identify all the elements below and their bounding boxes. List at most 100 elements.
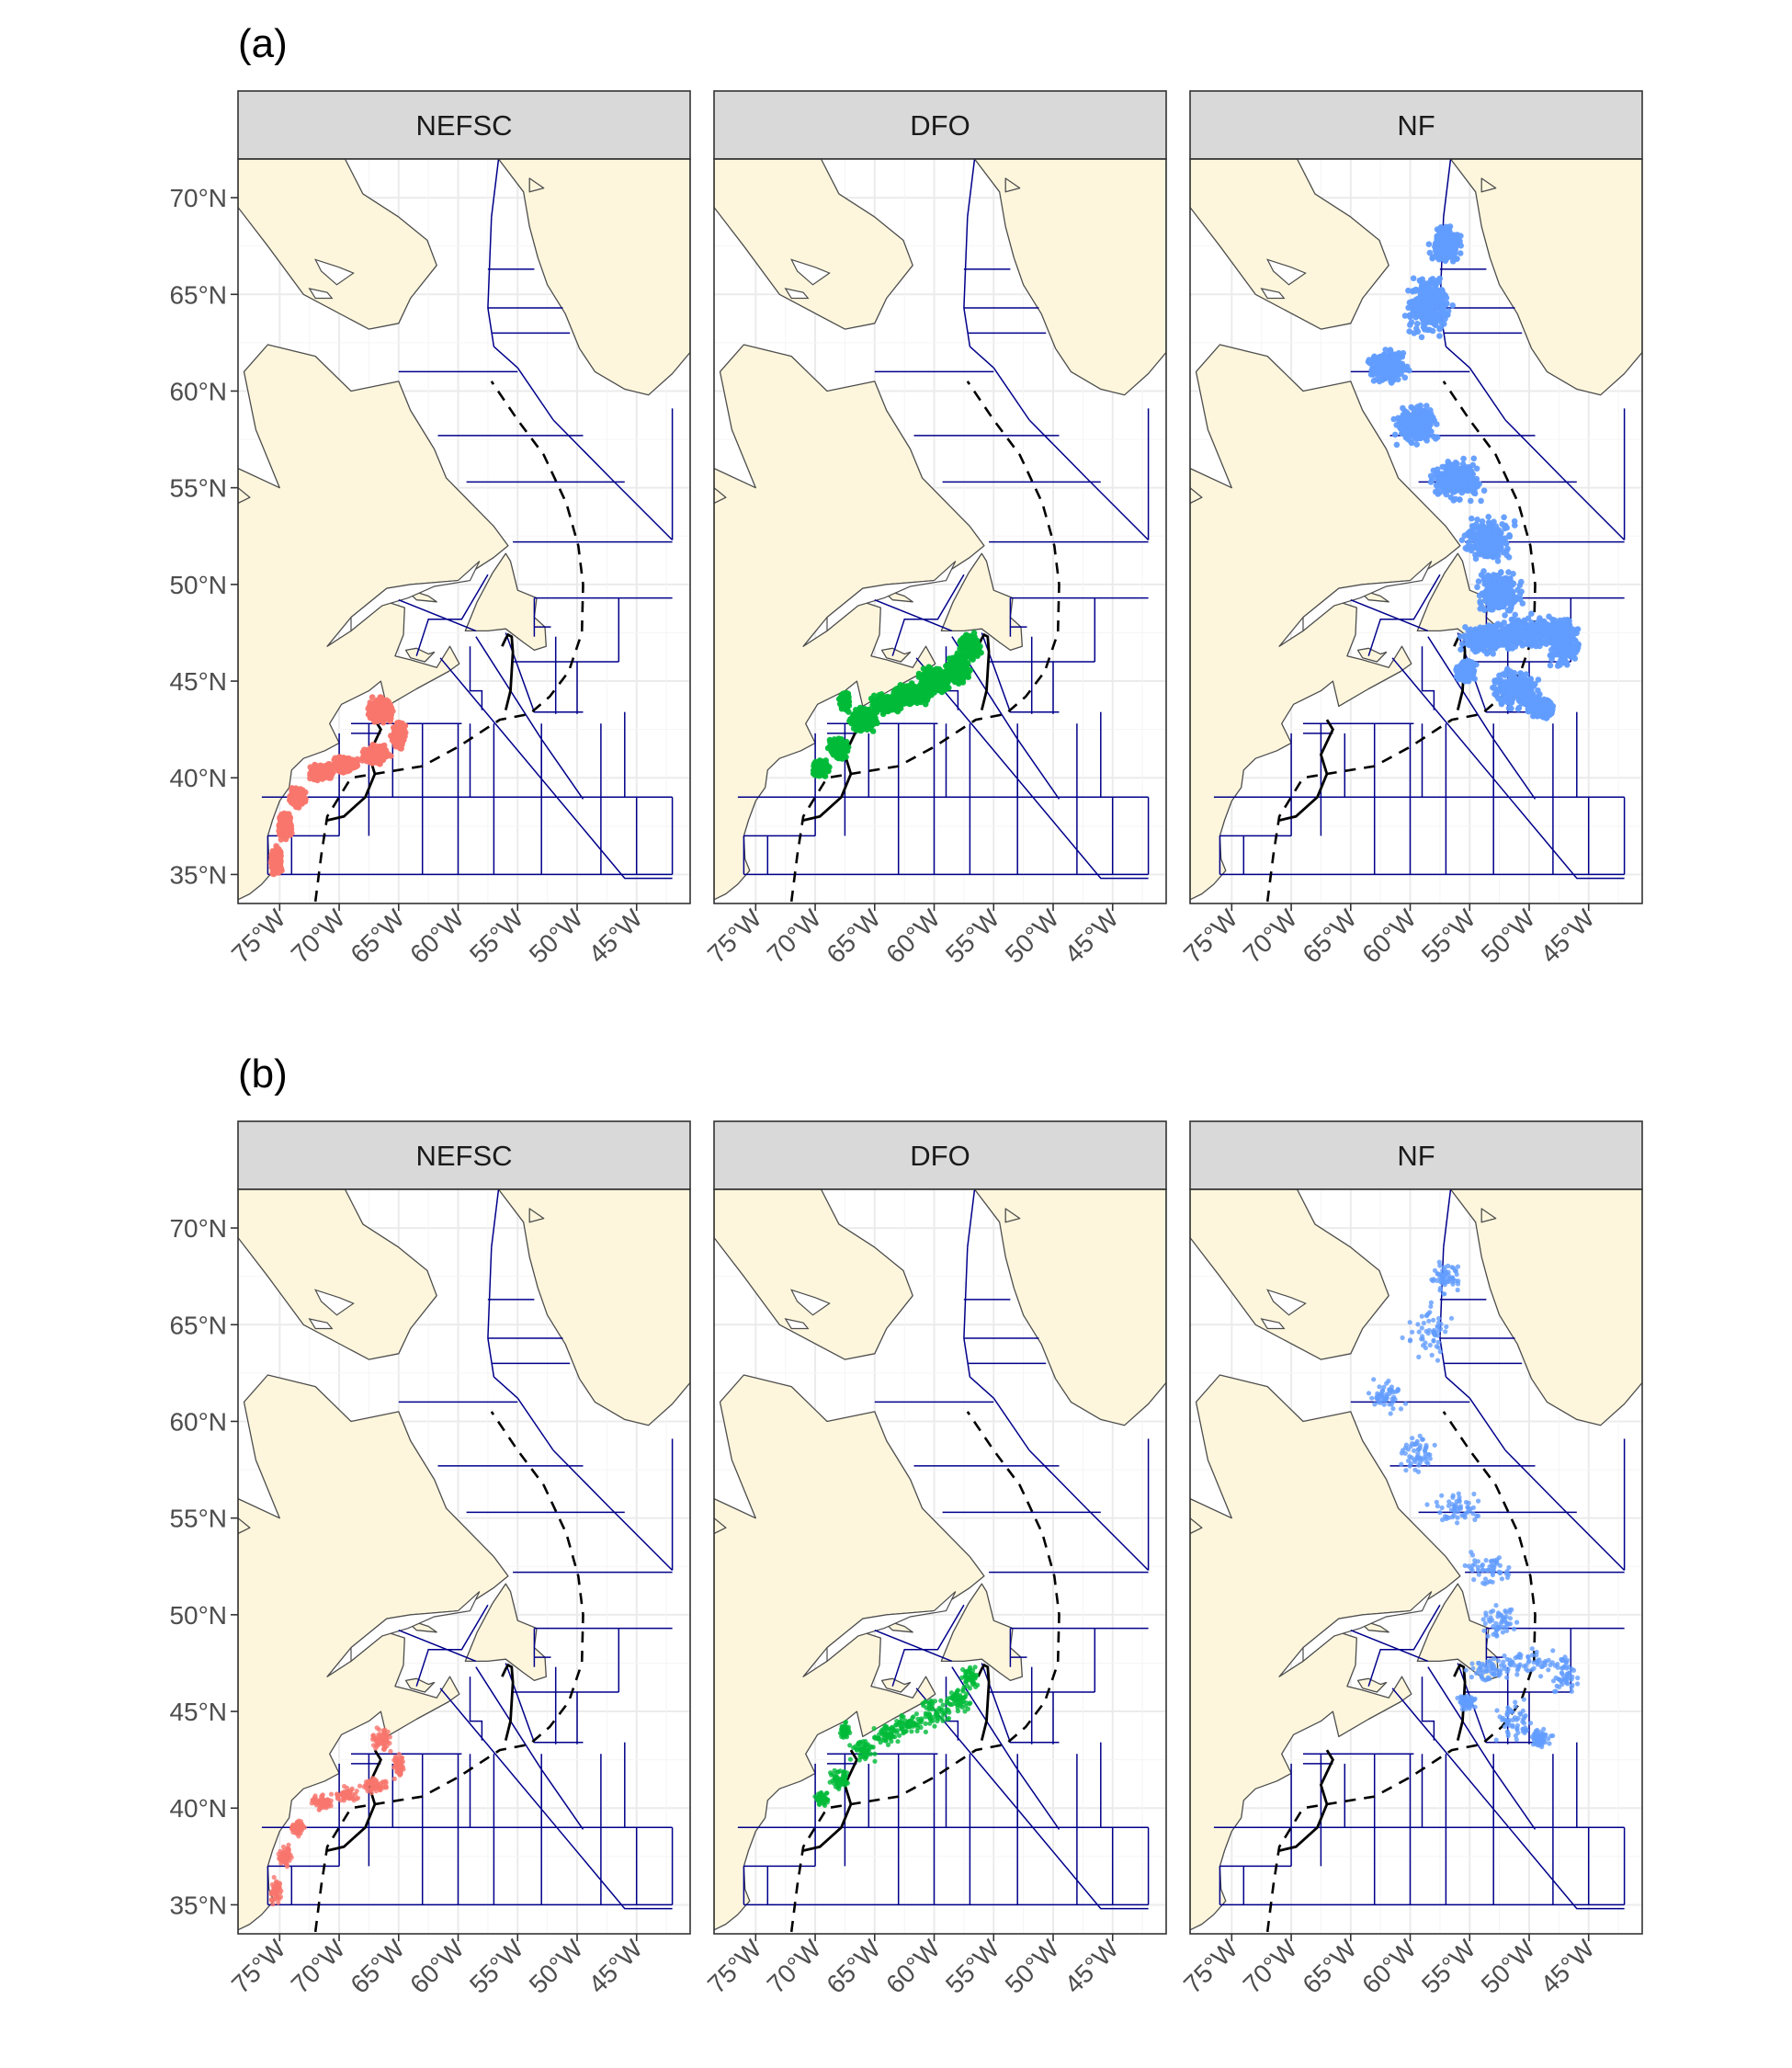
land: [1190, 159, 1642, 903]
facet-strip-title: DFO: [910, 109, 970, 142]
survey-point: [370, 716, 378, 723]
nafo-boundary-line: [981, 632, 1060, 713]
nafo-boundary-line: [491, 159, 500, 218]
survey-point: [1405, 287, 1412, 294]
longitude-axis: 75°W70°W65°W60°W55°W50°W45°W: [226, 903, 648, 969]
stock-boundary-line: [326, 719, 382, 822]
panel-label: (a): [238, 21, 288, 66]
map-content: [1190, 159, 1642, 903]
survey-point: [898, 688, 905, 696]
survey-point: [1410, 275, 1417, 282]
lat-tick-label: 50°N: [169, 571, 227, 599]
survey-points-nefsc: [267, 694, 409, 878]
landmass-greenland: [497, 159, 690, 396]
survey-point: [380, 743, 386, 750]
survey-point: [978, 649, 984, 656]
survey-point: [388, 753, 394, 759]
survey-point: [1420, 282, 1426, 290]
survey-point: [1401, 312, 1409, 319]
survey-point: [970, 656, 976, 663]
water-nettilling: [1266, 258, 1307, 286]
eez-dashed-line: [1265, 381, 1537, 903]
survey-point: [834, 747, 842, 755]
survey-point: [279, 817, 287, 824]
landmass-coats: [185, 333, 216, 347]
survey-point: [1414, 312, 1421, 320]
facet-nefsc: NEFSC70°N65°N60°N55°N50°N45°N40°N35°N75°…: [169, 90, 691, 969]
survey-point: [967, 636, 974, 642]
lat-tick-label: 35°N: [169, 860, 227, 889]
survey-point: [378, 755, 385, 762]
survey-point: [863, 707, 869, 713]
nafo-boundary-line: [1421, 646, 1435, 710]
survey-point: [946, 655, 953, 662]
landmass-greenland: [1449, 159, 1642, 396]
nafo-boundary-line: [1561, 477, 1626, 541]
survey-point: [330, 768, 336, 776]
survey-point: [278, 811, 285, 818]
figure-row-a: (a)NEFSC70°N65°N60°N55°N50°N45°N40°N35°N…: [169, 21, 1643, 969]
survey-point: [307, 764, 314, 770]
survey-point: [854, 714, 860, 722]
survey-point: [908, 683, 915, 689]
lon-tick-label: 55°W: [464, 903, 529, 969]
survey-point: [861, 719, 868, 726]
nafo-boundary-line: [992, 367, 1030, 421]
survey-point: [950, 669, 957, 676]
nafo-boundary-line: [1391, 657, 1625, 880]
nafo-boundary-line: [609, 477, 674, 541]
survey-point: [285, 812, 292, 820]
facet-strip-title: NF: [1397, 109, 1435, 142]
landmass-pei: [880, 647, 912, 663]
nafo-boundary-line: [963, 217, 969, 309]
survey-point: [961, 665, 968, 671]
survey-point: [906, 696, 913, 702]
lon-tick-label: 60°W: [880, 903, 946, 969]
nafo-boundary-line: [505, 632, 584, 713]
nafo-boundary-line: [398, 599, 477, 632]
nafo-boundary-line: [1504, 419, 1563, 479]
nafo-boundary-line: [1085, 477, 1150, 541]
survey-point: [958, 637, 964, 644]
survey-point: [894, 704, 902, 710]
survey-point: [970, 650, 977, 657]
lon-tick-label: 70°W: [286, 903, 351, 969]
survey-point: [1420, 324, 1427, 331]
nafo-boundary-line: [552, 419, 611, 479]
water-nettilling: [790, 258, 831, 286]
survey-point: [396, 734, 403, 742]
lon-tick-label: 45°W: [1059, 903, 1124, 969]
lon-tick-label: 50°W: [1000, 903, 1065, 969]
facet-strip-title: NEFSC: [415, 109, 512, 142]
survey-point: [1449, 302, 1456, 309]
lat-tick-label: 70°N: [169, 184, 227, 212]
lon-tick-label: 70°W: [762, 903, 827, 969]
survey-point: [919, 676, 925, 683]
survey-point: [826, 764, 833, 770]
survey-point: [1414, 320, 1421, 327]
survey-point: [1427, 280, 1434, 288]
lon-tick-label: 60°W: [404, 903, 470, 969]
survey-point: [896, 697, 902, 703]
survey-point: [381, 704, 389, 711]
survey-point: [374, 697, 380, 704]
survey-point: [939, 687, 946, 693]
nafo-divisions: [737, 159, 1150, 880]
survey-point: [927, 665, 934, 672]
survey-point: [369, 694, 376, 700]
water-amadjuak: [784, 288, 810, 300]
water-nettilling: [314, 258, 355, 286]
survey-point: [900, 700, 907, 708]
water-amadjuak: [308, 288, 334, 300]
survey-point: [933, 677, 939, 685]
lat-tick-label: 40°N: [169, 764, 227, 792]
nafo-boundary-line: [1443, 159, 1452, 218]
survey-point: [1432, 281, 1439, 288]
panel-border: [237, 158, 691, 904]
survey-point: [839, 756, 845, 762]
lat-tick-label: 60°N: [169, 377, 227, 405]
nafo-boundary-line: [487, 217, 493, 309]
landmass-northAmerica: [1190, 344, 1461, 903]
